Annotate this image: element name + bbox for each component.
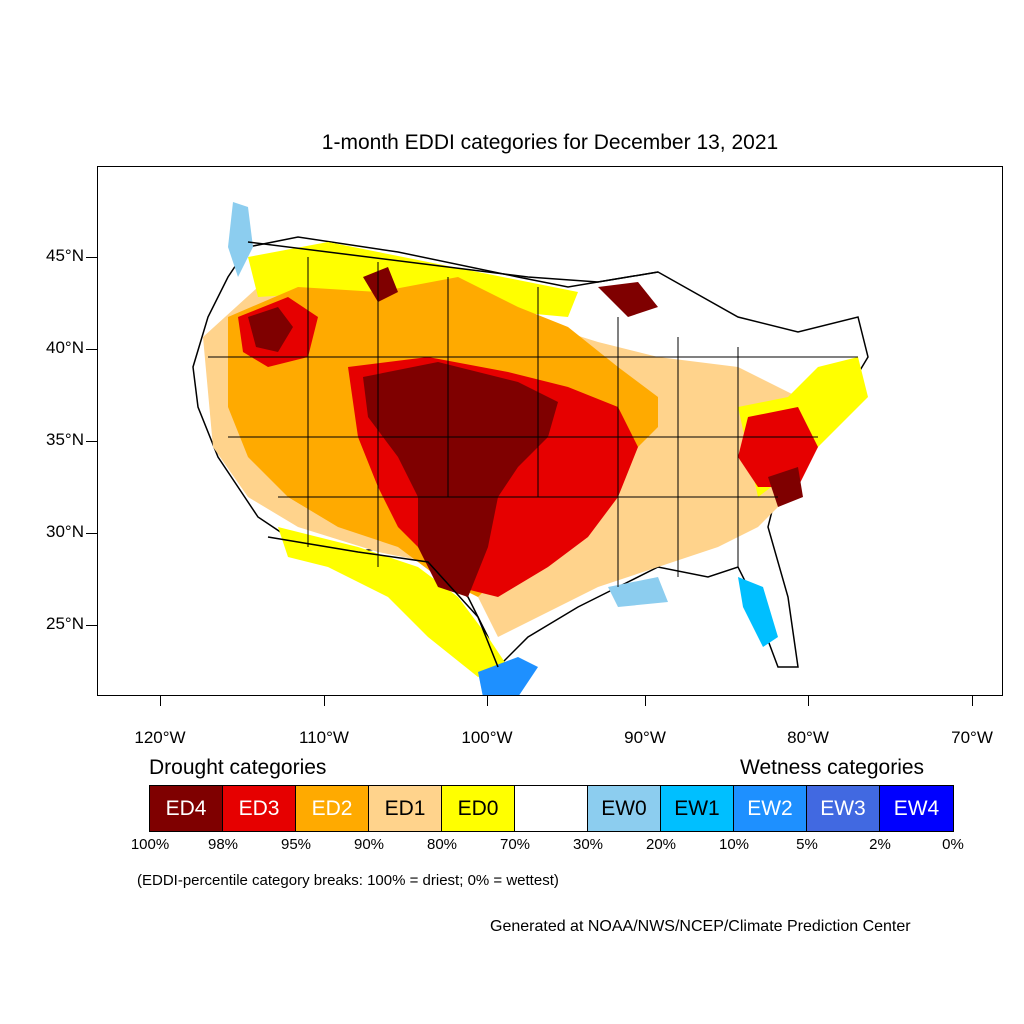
lon-tick-80 bbox=[808, 696, 809, 706]
percentile-label: 20% bbox=[645, 836, 677, 853]
lon-tick-110 bbox=[324, 696, 325, 706]
legend-cell-ed0: ED0 bbox=[442, 786, 515, 831]
credit-line: Generated at NOAA/NWS/NCEP/Climate Predi… bbox=[490, 918, 911, 935]
lat-label-30: 30°N bbox=[46, 522, 84, 541]
category-breaks-note: (EDDI-percentile category breaks: 100% =… bbox=[137, 872, 559, 889]
percentile-label: 30% bbox=[572, 836, 604, 853]
lon-label-70: 70°W bbox=[951, 728, 993, 747]
border-south bbox=[267, 536, 499, 668]
ed4-region-montana bbox=[363, 267, 398, 302]
legend-cell-ew0: EW0 bbox=[588, 786, 661, 831]
percentile-label: 0% bbox=[942, 836, 964, 853]
lat-label-35: 35°N bbox=[46, 430, 84, 449]
legend-cell-ew2: EW2 bbox=[734, 786, 807, 831]
wetness-heading: Wetness categories bbox=[740, 756, 925, 779]
percentile-label: 98% bbox=[207, 836, 239, 853]
lat-tick-40 bbox=[86, 349, 97, 350]
percentile-label: 5% bbox=[796, 836, 818, 853]
ew-region-louisiana bbox=[608, 577, 668, 607]
legend-cell-ed1: ED1 bbox=[369, 786, 442, 831]
percentile-label: 70% bbox=[499, 836, 531, 853]
ew-region-florida bbox=[738, 577, 778, 647]
percentile-label: 80% bbox=[426, 836, 458, 853]
lon-tick-70 bbox=[972, 696, 973, 706]
map-panel bbox=[97, 166, 1003, 696]
lat-tick-35 bbox=[86, 441, 97, 442]
legend-cell-ed3: ED3 bbox=[223, 786, 296, 831]
lon-label-110: 110°W bbox=[299, 728, 349, 747]
legend-cell-ew4: EW4 bbox=[880, 786, 953, 831]
lon-tick-90 bbox=[645, 696, 646, 706]
legend-cell-ed4: ED4 bbox=[150, 786, 223, 831]
ew-region-pnw bbox=[228, 202, 253, 277]
lat-label-25: 25°N bbox=[46, 614, 84, 633]
lat-tick-30 bbox=[86, 533, 97, 534]
ew-region-gulf bbox=[478, 657, 538, 695]
lat-tick-45 bbox=[86, 257, 97, 258]
border-north bbox=[247, 241, 659, 283]
state-boundaries bbox=[208, 257, 858, 587]
lon-tick-100 bbox=[487, 696, 488, 706]
percentile-label: 2% bbox=[869, 836, 891, 853]
lat-label-40: 40°N bbox=[46, 338, 84, 357]
lon-label-90: 90°W bbox=[624, 728, 666, 747]
eddi-map bbox=[192, 202, 869, 695]
legend-cell-ew1: EW1 bbox=[661, 786, 734, 831]
legend-cell-ew3: EW3 bbox=[807, 786, 880, 831]
category-legend-bar: ED4 ED3 ED2 ED1 ED0 EW0 EW1 EW2 EW3 EW4 bbox=[149, 785, 954, 832]
lon-label-120: 120°W bbox=[134, 728, 186, 747]
legend-cell-neutral bbox=[515, 786, 588, 831]
map-title: 1-month EDDI categories for December 13,… bbox=[321, 131, 779, 154]
percentile-label: 100% bbox=[130, 836, 170, 853]
percentile-label: 90% bbox=[353, 836, 385, 853]
lon-label-80: 80°W bbox=[787, 728, 829, 747]
percentile-label: 10% bbox=[718, 836, 750, 853]
legend-cell-ed2: ED2 bbox=[296, 786, 369, 831]
ed4-region-plains bbox=[363, 362, 558, 597]
lon-label-100: 100°W bbox=[461, 728, 513, 747]
ed4-region-michigan bbox=[598, 282, 658, 317]
drought-heading: Drought categories bbox=[149, 756, 327, 779]
ed0-region-south bbox=[278, 527, 508, 677]
lon-tick-120 bbox=[160, 696, 161, 706]
ed4-region-northwest bbox=[248, 307, 293, 352]
lat-tick-25 bbox=[86, 625, 97, 626]
lat-label-45: 45°N bbox=[46, 246, 84, 265]
percentile-label: 95% bbox=[280, 836, 312, 853]
